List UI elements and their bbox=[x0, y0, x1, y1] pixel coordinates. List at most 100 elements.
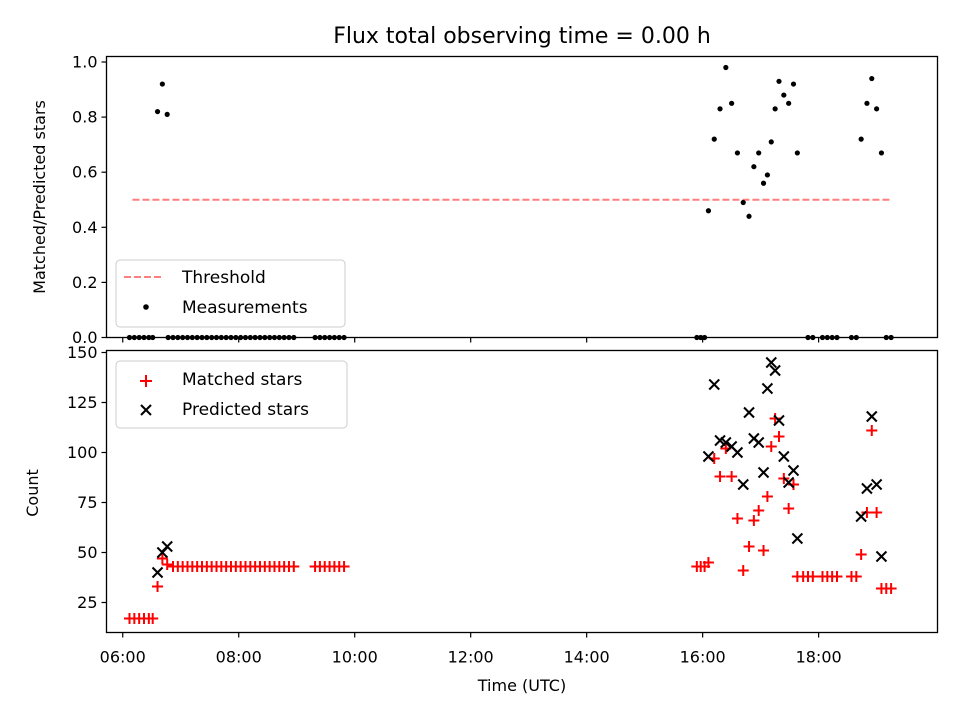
matched-star-point bbox=[147, 613, 159, 624]
measurement-point bbox=[858, 136, 864, 142]
predicted-star-point bbox=[791, 532, 804, 545]
predicted-star-point bbox=[773, 414, 785, 427]
measurement-point bbox=[764, 172, 770, 178]
predicted-star-point bbox=[720, 436, 732, 449]
predicted-star-point bbox=[737, 478, 749, 491]
predicted-star-point bbox=[702, 450, 715, 463]
matched-star-point bbox=[758, 545, 770, 556]
measurement-point bbox=[711, 136, 717, 142]
x-tick-label: 08:00 bbox=[216, 648, 262, 667]
matched-star-point bbox=[152, 581, 164, 592]
count-panel-frame bbox=[105, 349, 939, 634]
predicted-star-point bbox=[870, 478, 883, 491]
chart-title: Flux total observing time = 0.00 h bbox=[333, 24, 711, 49]
matched-star-point bbox=[702, 557, 714, 568]
x-tick-label: 10:00 bbox=[332, 648, 378, 667]
predicted-star-point bbox=[151, 566, 164, 579]
matched-star-point bbox=[807, 571, 819, 582]
predicted-star-point bbox=[866, 410, 878, 423]
matched-star-point bbox=[737, 565, 749, 576]
ratio-panel: 0.0 0.2 0.4 0.6 0.8 1.0 Matched/Predicted sta… bbox=[30, 53, 939, 347]
y-tick-label: 25 bbox=[77, 593, 97, 612]
measurement-point bbox=[864, 100, 870, 106]
matched-star-point bbox=[761, 491, 773, 502]
matched-star-point bbox=[743, 541, 755, 552]
measurement-point bbox=[705, 208, 712, 214]
ratio-legend: Threshold Measurements bbox=[115, 259, 346, 328]
y-tick-label: 125 bbox=[67, 393, 98, 412]
predicted-star-point bbox=[752, 436, 765, 449]
predicted-star-point bbox=[757, 466, 770, 479]
measurement-point bbox=[878, 150, 885, 156]
y-tick-label: 150 bbox=[67, 343, 98, 362]
measurement-point bbox=[786, 100, 792, 106]
legend-measurements-label: Measurements bbox=[182, 298, 308, 318]
predicted-star-point bbox=[861, 482, 873, 495]
y-tick-label: 0.2 bbox=[72, 273, 97, 292]
count-y-axis-label: Count bbox=[23, 469, 42, 517]
predicted-star-point bbox=[743, 406, 755, 419]
matched-star-point bbox=[871, 507, 883, 518]
matched-star-point bbox=[861, 507, 873, 518]
matched-star-point bbox=[769, 413, 781, 424]
y-tick-label: 50 bbox=[77, 543, 97, 562]
predicted-star-point bbox=[708, 378, 720, 391]
predicted-star-point bbox=[731, 446, 744, 459]
y-tick-label: 75 bbox=[77, 493, 97, 512]
predicted-star-point bbox=[778, 450, 790, 463]
measurement-point bbox=[760, 180, 767, 186]
matched-star-point bbox=[731, 513, 743, 524]
predicted-star-point bbox=[769, 364, 781, 377]
count-panel: 25 50 75 100 125 150 06:00 08:00 10:00 12:00 14:00… bbox=[23, 343, 939, 695]
count-legend: Matched stars Predicted stars bbox=[115, 360, 348, 429]
predicted-star-point bbox=[765, 356, 777, 369]
measurement-point bbox=[874, 106, 880, 112]
measurement-point bbox=[164, 111, 170, 117]
matched-star-point bbox=[714, 471, 726, 482]
measurement-point bbox=[740, 199, 746, 206]
matched-star-point bbox=[885, 583, 897, 594]
matched-star-point bbox=[338, 561, 350, 572]
measurement-point bbox=[781, 92, 787, 98]
predicted-star-point bbox=[855, 510, 867, 523]
x-tick-label: 14:00 bbox=[564, 648, 610, 667]
count-legend-box bbox=[115, 360, 348, 429]
measurement-point bbox=[154, 108, 161, 115]
y-tick-label: 0.6 bbox=[72, 163, 97, 182]
legend-predicted-swatch bbox=[140, 404, 152, 416]
measurement-point bbox=[794, 150, 800, 156]
measurement-point bbox=[756, 150, 762, 156]
matched-star-point bbox=[831, 571, 843, 582]
y-tick-label: 100 bbox=[67, 443, 98, 462]
measurement-point bbox=[723, 64, 729, 71]
measurement-point bbox=[869, 75, 875, 82]
y-tick-label: 0.4 bbox=[72, 218, 97, 237]
legend-matched-label: Matched stars bbox=[182, 370, 302, 390]
measurement-point bbox=[772, 106, 778, 112]
predicted-star-point bbox=[161, 540, 173, 553]
ratio-panel-frame bbox=[105, 55, 939, 339]
measurement-point bbox=[746, 213, 752, 219]
measurement-point bbox=[776, 78, 782, 84]
predicted-star-point bbox=[787, 464, 800, 477]
legend-measurements-swatch bbox=[143, 304, 149, 310]
matched-star-point bbox=[726, 471, 738, 482]
measurement-point bbox=[717, 106, 723, 112]
matched-star-point bbox=[850, 571, 862, 582]
y-tick-label: 1.0 bbox=[72, 53, 97, 72]
predicted-star-point bbox=[761, 382, 774, 395]
ratio-legend-box bbox=[115, 259, 346, 328]
legend-threshold-label: Threshold bbox=[181, 268, 266, 288]
x-tick-label: 06:00 bbox=[100, 648, 146, 667]
x-tick-label: 12:00 bbox=[448, 648, 494, 667]
x-tick-label: 18:00 bbox=[796, 648, 842, 667]
legend-matched-swatch bbox=[140, 375, 152, 387]
matched-star-point bbox=[161, 559, 173, 570]
matched-star-point bbox=[748, 515, 760, 526]
measurement-point bbox=[790, 81, 797, 87]
measurement-point bbox=[159, 81, 165, 87]
x-tick-label: 16:00 bbox=[680, 648, 726, 667]
measurement-point bbox=[729, 100, 735, 106]
matched-star-point bbox=[783, 503, 795, 514]
